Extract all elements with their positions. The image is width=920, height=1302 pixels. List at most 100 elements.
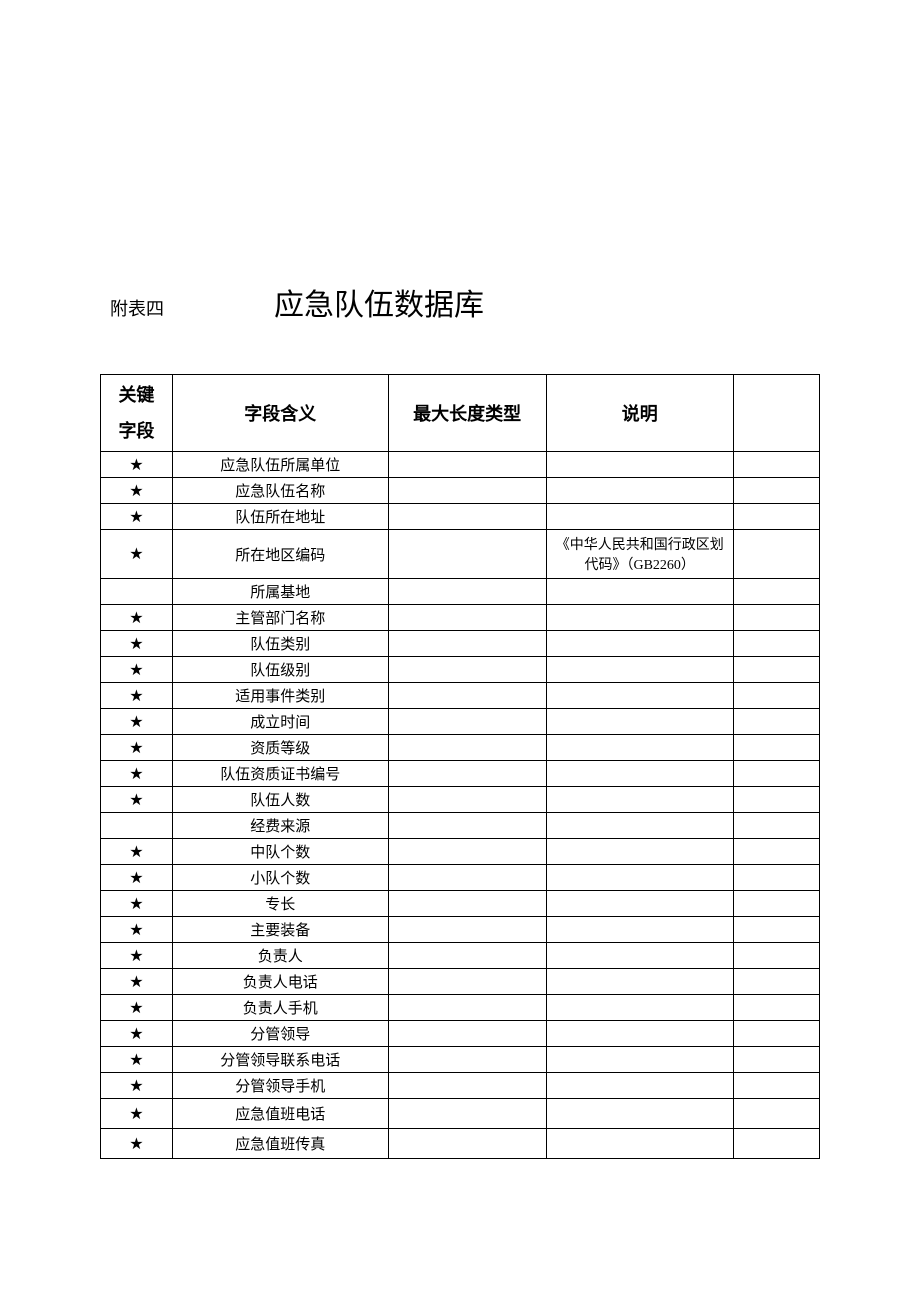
cell-key [101, 813, 173, 839]
cell-maxlen [388, 813, 546, 839]
col-key-line2: 字段 [118, 421, 154, 441]
cell-key: ★ [101, 943, 173, 969]
cell-desc [546, 504, 733, 530]
cell-desc [546, 891, 733, 917]
cell-maxlen [388, 761, 546, 787]
cell-maxlen [388, 657, 546, 683]
cell-desc: 《中华人民共和国行政区划代码》（GB2260） [546, 530, 733, 579]
cell-empty [733, 683, 819, 709]
cell-meaning: 应急值班电话 [172, 1099, 388, 1129]
cell-meaning: 经费来源 [172, 813, 388, 839]
col-header-empty [733, 375, 819, 452]
table-row: ★应急值班电话 [101, 1099, 820, 1129]
cell-maxlen [388, 787, 546, 813]
page-title: 应急队伍数据库 [274, 280, 484, 324]
cell-meaning: 小队个数 [172, 865, 388, 891]
cell-key: ★ [101, 969, 173, 995]
cell-empty [733, 504, 819, 530]
cell-empty [733, 735, 819, 761]
cell-empty [733, 917, 819, 943]
cell-meaning: 负责人电话 [172, 969, 388, 995]
cell-empty [733, 943, 819, 969]
cell-desc [546, 839, 733, 865]
cell-maxlen [388, 865, 546, 891]
cell-maxlen [388, 478, 546, 504]
cell-key: ★ [101, 839, 173, 865]
table-row: 所属基地 [101, 579, 820, 605]
cell-meaning: 资质等级 [172, 735, 388, 761]
attachment-label: 附表四 [110, 295, 164, 321]
cell-maxlen [388, 530, 546, 579]
table-row: ★中队个数 [101, 839, 820, 865]
cell-key: ★ [101, 452, 173, 478]
cell-desc [546, 969, 733, 995]
cell-desc [546, 631, 733, 657]
cell-empty [733, 452, 819, 478]
cell-meaning: 队伍级别 [172, 657, 388, 683]
cell-desc [546, 943, 733, 969]
cell-meaning: 队伍所在地址 [172, 504, 388, 530]
table-header: 关键 字段 字段含义 最大长度类型 说明 [101, 375, 820, 452]
table-row: ★成立时间 [101, 709, 820, 735]
cell-desc [546, 478, 733, 504]
table-row: ★分管领导联系电话 [101, 1047, 820, 1073]
table-row: ★适用事件类别 [101, 683, 820, 709]
cell-maxlen [388, 891, 546, 917]
cell-meaning: 分管领导 [172, 1021, 388, 1047]
cell-key: ★ [101, 1129, 173, 1159]
cell-desc [546, 683, 733, 709]
cell-key [101, 579, 173, 605]
cell-key: ★ [101, 735, 173, 761]
cell-maxlen [388, 1073, 546, 1099]
cell-maxlen [388, 1099, 546, 1129]
cell-empty [733, 1021, 819, 1047]
table-row: ★负责人电话 [101, 969, 820, 995]
cell-meaning: 负责人 [172, 943, 388, 969]
table-row: ★应急队伍所属单位 [101, 452, 820, 478]
cell-desc [546, 657, 733, 683]
cell-meaning: 负责人手机 [172, 995, 388, 1021]
cell-meaning: 所在地区编码 [172, 530, 388, 579]
cell-empty [733, 1129, 819, 1159]
cell-maxlen [388, 605, 546, 631]
cell-desc [546, 605, 733, 631]
cell-meaning: 应急队伍名称 [172, 478, 388, 504]
cell-key: ★ [101, 631, 173, 657]
table-header-row: 关键 字段 字段含义 最大长度类型 说明 [101, 375, 820, 452]
cell-maxlen [388, 504, 546, 530]
cell-maxlen [388, 1021, 546, 1047]
table-body: ★应急队伍所属单位★应急队伍名称★队伍所在地址★所在地区编码《中华人民共和国行政… [101, 452, 820, 1159]
cell-desc [546, 1047, 733, 1073]
table-row: ★小队个数 [101, 865, 820, 891]
cell-maxlen [388, 1047, 546, 1073]
cell-maxlen [388, 683, 546, 709]
cell-maxlen [388, 839, 546, 865]
cell-key: ★ [101, 761, 173, 787]
cell-desc [546, 813, 733, 839]
cell-maxlen [388, 995, 546, 1021]
cell-desc [546, 1129, 733, 1159]
col-key-line1: 关键 [118, 385, 154, 405]
cell-key: ★ [101, 1099, 173, 1129]
cell-meaning: 分管领导联系电话 [172, 1047, 388, 1073]
cell-key: ★ [101, 683, 173, 709]
cell-desc [546, 761, 733, 787]
cell-desc [546, 995, 733, 1021]
cell-key: ★ [101, 605, 173, 631]
cell-empty [733, 969, 819, 995]
cell-desc [546, 1021, 733, 1047]
table-row: ★主管部门名称 [101, 605, 820, 631]
cell-key: ★ [101, 891, 173, 917]
table-row: ★队伍资质证书编号 [101, 761, 820, 787]
table-row: ★队伍人数 [101, 787, 820, 813]
cell-meaning: 应急值班传真 [172, 1129, 388, 1159]
cell-maxlen [388, 579, 546, 605]
cell-desc [546, 735, 733, 761]
header-row: 附表四 应急队伍数据库 [100, 280, 820, 324]
cell-desc [546, 917, 733, 943]
cell-empty [733, 865, 819, 891]
table-row: ★应急队伍名称 [101, 478, 820, 504]
cell-empty [733, 478, 819, 504]
cell-maxlen [388, 1129, 546, 1159]
cell-desc [546, 865, 733, 891]
